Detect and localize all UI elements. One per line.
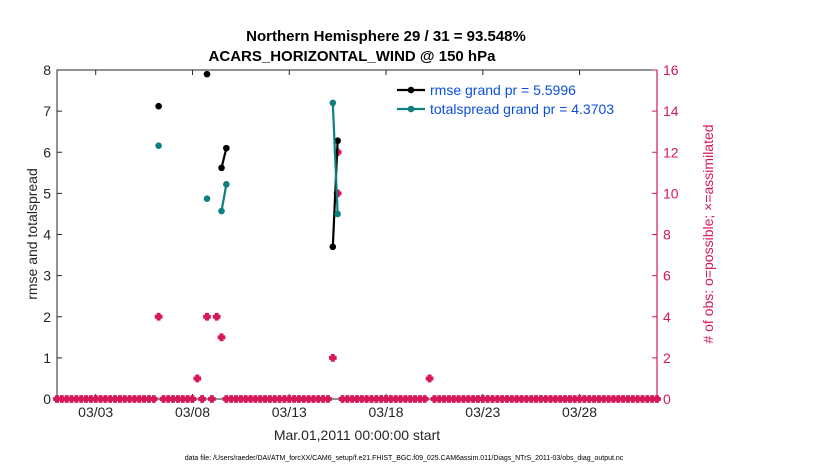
y-tick-label: 6	[43, 144, 51, 160]
x-tick-label: 03/23	[465, 404, 500, 420]
obs-count-marker	[425, 374, 434, 383]
y-axis-right: 0 2 4 6 8 10 12 14 16	[652, 62, 679, 407]
series-1-point	[329, 99, 337, 107]
y-right-tick-label: 4	[663, 309, 671, 325]
y-tick-label: 7	[43, 103, 51, 119]
plot-area	[56, 69, 658, 400]
y-right-tick-label: 14	[663, 103, 679, 119]
x-tick-label: 03/18	[369, 404, 404, 420]
y-right-tick-label: 16	[663, 62, 679, 78]
y-tick-label: 8	[43, 62, 51, 78]
obs-count-marker	[203, 312, 211, 321]
obs-zero-marker	[149, 395, 158, 403]
series-0-line	[331, 140, 339, 247]
x-axis-label: Mar.01,2011 00:00:00 start	[274, 427, 440, 443]
y-right-tick-label: 2	[663, 350, 671, 366]
x-tick-label: 03/28	[562, 404, 597, 420]
series-0-point	[203, 70, 211, 78]
legend-label: totalspread grand pr = 4.3703	[430, 101, 614, 117]
obs-zero-marker	[324, 395, 332, 403]
series-0-point	[329, 243, 337, 251]
legend-swatch-marker	[407, 86, 415, 94]
obs-count-marker	[193, 374, 202, 383]
series-0-point	[155, 102, 162, 110]
obs-count-markers	[53, 148, 661, 403]
obs-count-marker	[154, 312, 163, 321]
y-tick-label: 4	[43, 227, 51, 243]
y-right-tick-label: 10	[663, 185, 679, 201]
y-tick-label: 2	[43, 309, 51, 325]
obs-zero-marker	[420, 395, 429, 403]
chart-title: Northern Hemisphere 29 / 31 = 93.548%	[246, 28, 526, 45]
series-1-point	[218, 207, 225, 215]
series-1-point	[155, 142, 162, 149]
obs-count-marker	[328, 353, 337, 362]
x-tick-label: 03/03	[78, 404, 113, 420]
y-tick-label: 3	[43, 268, 51, 284]
legend-swatch-marker	[407, 105, 415, 113]
x-tick-label: 03/13	[272, 404, 307, 420]
obs-zero-marker	[198, 395, 207, 403]
series-1-line	[331, 102, 339, 214]
series-0-point	[218, 164, 225, 172]
y-tick-label: 1	[43, 350, 51, 366]
series-1-point	[203, 195, 211, 203]
x-tick-label: 03/08	[175, 404, 210, 420]
legend-label: rmse grand pr = 5.5996	[430, 82, 576, 98]
y-right-tick-label: 12	[663, 144, 679, 160]
legend: rmse grand pr = 5.5996 totalspread grand …	[397, 82, 614, 117]
series-0-point	[334, 137, 341, 145]
series-lines	[155, 70, 341, 251]
chart-subtitle: ACARS_HORIZONTAL_WIND @ 150 hPa	[209, 48, 497, 65]
y-tick-label: 0	[43, 391, 51, 407]
series-1-point	[223, 181, 230, 188]
y-axis-label: rmse and totalspread	[24, 168, 40, 300]
footnote: data file: /Users/raeder/DAI/ATM_forcXX/…	[185, 455, 624, 462]
obs-zero-marker	[207, 395, 216, 403]
series-0-line	[220, 147, 228, 169]
y-tick-label: 5	[43, 185, 51, 201]
y-right-tick-label: 8	[663, 227, 671, 243]
x-axis: 03/03 03/08 03/13 03/18 03/23 03/28	[78, 70, 597, 420]
series-1-line	[220, 184, 228, 212]
series-1-point	[334, 210, 341, 218]
obs-zero-marker	[188, 395, 197, 403]
y-right-tick-label: 6	[663, 268, 671, 284]
obs-zero-marker	[653, 395, 661, 403]
obs-count-marker	[217, 333, 226, 342]
y-axis-right-label: # of obs: o=possible; ×=assimilated	[700, 124, 716, 343]
obs-count-marker	[212, 312, 221, 321]
y-right-tick-label: 0	[663, 391, 671, 407]
series-0-point	[223, 144, 230, 152]
